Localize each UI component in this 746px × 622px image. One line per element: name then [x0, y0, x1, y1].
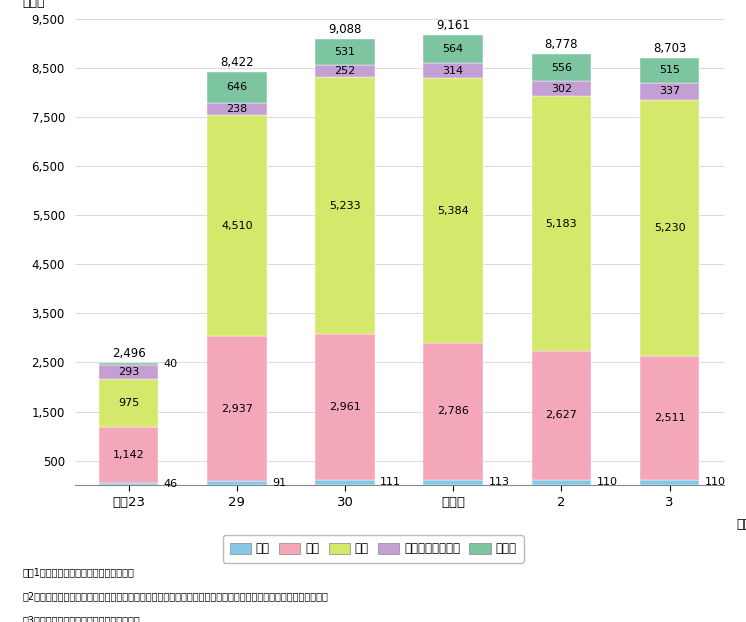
Bar: [640, 83, 699, 100]
Bar: [99, 379, 158, 427]
Text: 8,422: 8,422: [220, 55, 254, 68]
Bar: [640, 58, 699, 83]
Text: 5,233: 5,233: [329, 201, 361, 211]
Bar: [316, 39, 374, 65]
Text: 337: 337: [659, 86, 680, 96]
Text: 302: 302: [551, 84, 572, 94]
Text: 111: 111: [380, 478, 401, 488]
Text: 2,496: 2,496: [112, 346, 145, 360]
Text: 5,230: 5,230: [653, 223, 686, 233]
Text: 年次（年）: 年次（年）: [736, 518, 746, 531]
Text: 9,088: 9,088: [328, 23, 362, 36]
Bar: [640, 480, 699, 485]
Bar: [424, 35, 483, 63]
Text: 564: 564: [442, 44, 464, 54]
Bar: [424, 480, 483, 485]
Text: 2　刑法犯及び特別法犯の検挙件数であり、複数罪名で検挙した場合には最も法定刑が重い罪名で計上している。: 2 刑法犯及び特別法犯の検挙件数であり、複数罪名で検挙した場合には最も法定刑が重…: [22, 591, 328, 601]
Text: 646: 646: [226, 83, 248, 93]
Text: 2,961: 2,961: [329, 402, 361, 412]
Text: 238: 238: [226, 104, 248, 114]
Bar: [99, 427, 158, 483]
Text: 91: 91: [272, 478, 286, 488]
Bar: [424, 78, 483, 343]
Text: 2,627: 2,627: [545, 411, 577, 420]
Legend: 殺人, 傍害, 暴行, 暴力行為等処罰法, その他: 殺人, 傍害, 暴行, 暴力行為等処罰法, その他: [223, 536, 524, 562]
Bar: [207, 337, 266, 481]
Text: 975: 975: [118, 398, 140, 408]
Bar: [532, 351, 591, 480]
Text: 110: 110: [597, 478, 618, 488]
Text: 8,703: 8,703: [653, 42, 686, 55]
Bar: [640, 100, 699, 356]
Bar: [316, 65, 374, 77]
Text: 2,786: 2,786: [437, 406, 469, 416]
Text: 2,511: 2,511: [653, 413, 686, 423]
Text: 9,161: 9,161: [436, 19, 470, 32]
Text: 8,778: 8,778: [545, 38, 578, 51]
Text: 515: 515: [659, 65, 680, 75]
Text: 注、1　警察庁生活安全局の資料による。: 注、1 警察庁生活安全局の資料による。: [22, 567, 134, 577]
Text: 3　未遂のある罪については未遂を含む。: 3 未遂のある罪については未遂を含む。: [22, 615, 140, 622]
Bar: [532, 96, 591, 351]
Bar: [316, 77, 374, 334]
Bar: [532, 54, 591, 81]
Text: 40: 40: [164, 358, 178, 369]
Text: 531: 531: [334, 47, 356, 57]
Text: 5,384: 5,384: [437, 206, 469, 216]
Text: 5,183: 5,183: [545, 218, 577, 228]
Bar: [640, 356, 699, 480]
Text: 110: 110: [705, 478, 726, 488]
Text: （件）: （件）: [22, 0, 46, 9]
Bar: [316, 334, 374, 480]
Bar: [207, 481, 266, 485]
Bar: [99, 364, 158, 379]
Text: 46: 46: [164, 479, 178, 489]
Bar: [207, 103, 266, 115]
Bar: [99, 363, 158, 364]
Text: 113: 113: [489, 478, 510, 488]
Bar: [424, 63, 483, 78]
Bar: [532, 480, 591, 485]
Bar: [316, 480, 374, 485]
Text: 556: 556: [551, 63, 572, 73]
Bar: [207, 115, 266, 337]
Bar: [532, 81, 591, 96]
Text: 2,937: 2,937: [221, 404, 253, 414]
Text: 4,510: 4,510: [221, 221, 253, 231]
Bar: [99, 483, 158, 485]
Bar: [207, 72, 266, 103]
Text: 314: 314: [442, 66, 464, 76]
Text: 293: 293: [118, 367, 140, 377]
Text: 1,142: 1,142: [113, 450, 145, 460]
Text: 252: 252: [334, 66, 356, 76]
Bar: [424, 343, 483, 480]
